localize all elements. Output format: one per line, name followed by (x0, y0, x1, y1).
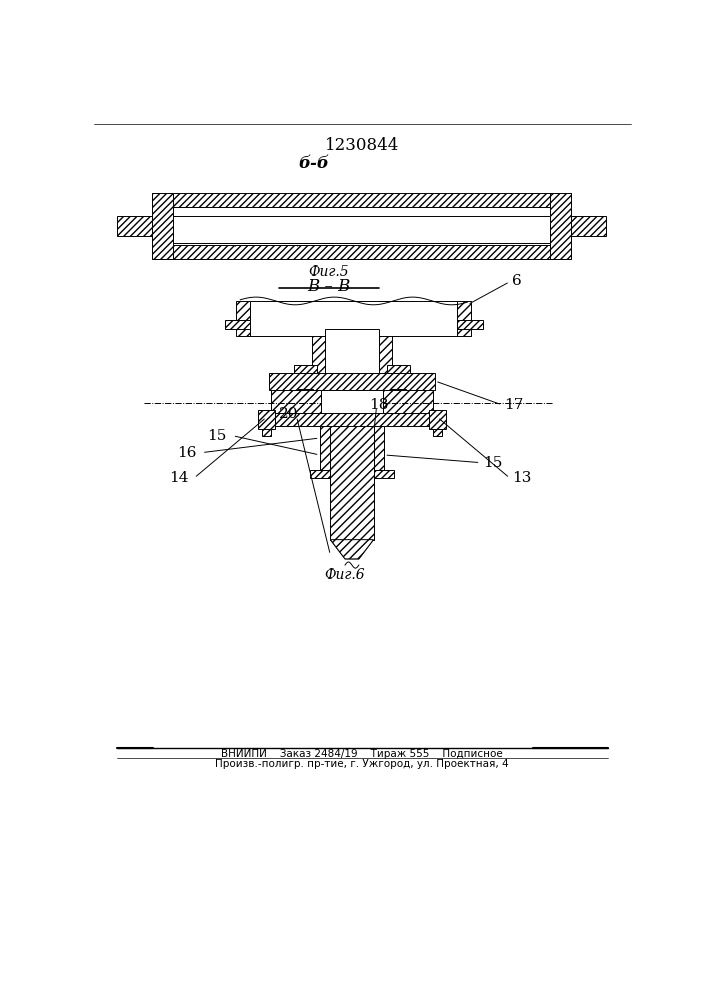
Bar (550, 193, 571, 259)
Bar (429, 410, 446, 429)
Bar (225, 320, 483, 329)
Bar (173, 243, 550, 245)
Polygon shape (330, 241, 335, 246)
Polygon shape (312, 329, 325, 373)
Bar (258, 410, 275, 429)
Bar (356, 365, 379, 373)
Text: 15: 15 (483, 456, 502, 470)
Text: 17: 17 (504, 398, 524, 412)
Text: 20: 20 (279, 407, 298, 421)
Text: 15: 15 (208, 429, 227, 443)
Polygon shape (320, 426, 330, 470)
Polygon shape (503, 222, 516, 241)
Text: В – В: В – В (307, 278, 351, 295)
Bar (269, 373, 435, 389)
Text: 6: 6 (512, 274, 522, 288)
Polygon shape (207, 222, 219, 241)
Text: Произв.-полигр. пр-тие, г. Ужгород, ул. Проектная, 4: Произв.-полигр. пр-тие, г. Ужгород, ул. … (215, 759, 509, 769)
Bar (330, 426, 373, 470)
Polygon shape (269, 241, 274, 246)
Bar (173, 207, 550, 245)
Polygon shape (379, 329, 392, 373)
Bar (173, 207, 550, 216)
Bar (152, 193, 571, 207)
Bar (387, 365, 409, 373)
Bar (321, 389, 382, 413)
Polygon shape (330, 426, 373, 540)
Polygon shape (508, 241, 512, 246)
Bar (117, 216, 152, 236)
Bar (152, 245, 571, 259)
Bar (250, 301, 457, 336)
Polygon shape (388, 241, 393, 246)
Bar (262, 429, 271, 436)
Polygon shape (382, 389, 433, 413)
Bar (571, 216, 606, 236)
Bar (152, 193, 173, 259)
Bar (390, 389, 406, 396)
Polygon shape (330, 426, 373, 540)
Text: Фиг.6: Фиг.6 (324, 568, 365, 582)
Polygon shape (330, 540, 373, 559)
Polygon shape (385, 222, 397, 241)
Bar (433, 429, 442, 436)
Bar (325, 329, 379, 373)
Polygon shape (236, 301, 250, 336)
Polygon shape (373, 426, 385, 470)
Polygon shape (271, 389, 321, 413)
Polygon shape (211, 241, 216, 246)
Text: Фиг.5: Фиг.5 (308, 265, 349, 279)
Polygon shape (330, 540, 373, 559)
Text: ВНИИПИ    Заказ 2484/19    Тираж 555    Подписное: ВНИИПИ Заказ 2484/19 Тираж 555 Подписное (221, 749, 503, 759)
Polygon shape (327, 222, 339, 241)
Bar (294, 365, 317, 373)
Text: 14: 14 (169, 471, 189, 485)
Polygon shape (265, 222, 277, 241)
Text: 18: 18 (369, 398, 389, 412)
Text: 16: 16 (177, 446, 196, 460)
Bar (325, 365, 348, 373)
Polygon shape (457, 301, 472, 336)
Bar (310, 470, 395, 478)
Ellipse shape (382, 210, 406, 223)
Text: 13: 13 (512, 471, 532, 485)
Bar (275, 413, 429, 426)
Text: б-б: б-б (298, 155, 329, 172)
Ellipse shape (305, 210, 329, 223)
Text: 1230844: 1230844 (325, 137, 399, 154)
Polygon shape (446, 241, 450, 246)
Bar (298, 389, 313, 396)
Polygon shape (442, 222, 455, 241)
